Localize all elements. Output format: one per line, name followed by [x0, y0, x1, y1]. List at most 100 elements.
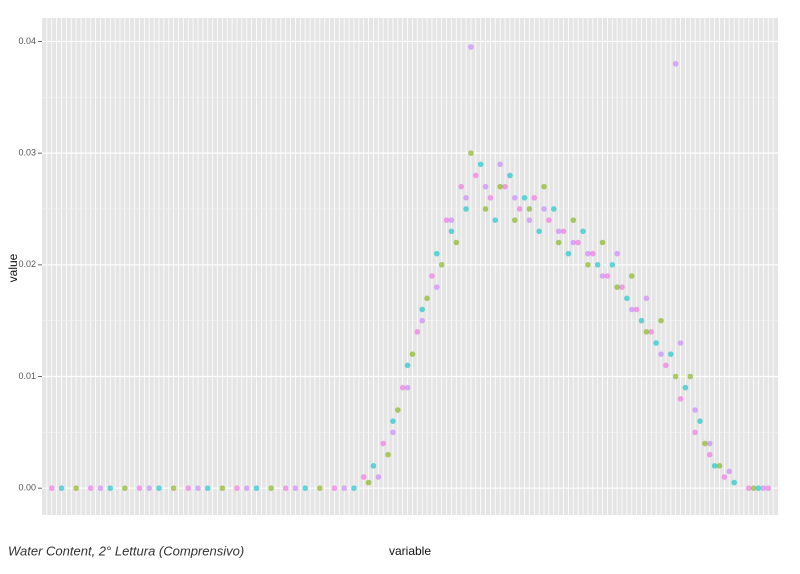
point [253, 485, 260, 491]
point [692, 407, 698, 413]
point [599, 239, 606, 246]
point [122, 485, 128, 491]
point [302, 485, 309, 491]
point [541, 206, 547, 212]
point [648, 329, 655, 335]
point [624, 295, 630, 302]
point [731, 479, 737, 486]
point [555, 239, 562, 246]
point [414, 329, 421, 335]
point [370, 463, 377, 469]
point [497, 183, 503, 190]
point [73, 485, 79, 491]
y-tick-label: 0.00 [18, 483, 36, 493]
points [48, 44, 772, 491]
point [375, 474, 382, 480]
x-axis-title: variable [389, 544, 431, 558]
point [575, 239, 581, 246]
point [760, 485, 767, 491]
point [404, 362, 411, 369]
point [555, 228, 562, 235]
point [419, 306, 425, 313]
point [570, 217, 577, 223]
point [604, 273, 611, 279]
point [48, 485, 55, 491]
point [385, 451, 391, 458]
point [672, 60, 679, 67]
point [750, 485, 757, 491]
point [107, 485, 114, 491]
point [638, 317, 645, 324]
point [589, 250, 596, 257]
point [521, 195, 528, 201]
point [570, 239, 577, 246]
point [628, 306, 635, 313]
point [482, 183, 489, 190]
plot-panel [42, 18, 778, 515]
point [619, 284, 625, 290]
point [511, 217, 518, 223]
point [473, 172, 479, 179]
point [643, 295, 650, 302]
point [536, 228, 542, 235]
point [755, 485, 762, 491]
grid [42, 18, 778, 515]
point [399, 384, 406, 391]
point [663, 362, 669, 369]
point [243, 485, 250, 491]
point [156, 485, 162, 491]
y-tick-label: 0.01 [18, 371, 36, 381]
point [599, 273, 606, 279]
point [204, 485, 211, 491]
point [146, 485, 153, 491]
point [667, 351, 674, 357]
point [614, 250, 620, 257]
y-axis-title: value [6, 253, 20, 282]
point [492, 217, 499, 223]
point [477, 161, 484, 168]
point [429, 273, 435, 279]
point [711, 463, 718, 469]
point [565, 250, 572, 257]
point [672, 373, 679, 380]
point [195, 485, 201, 491]
point [745, 485, 752, 491]
point [219, 485, 226, 491]
point [282, 485, 289, 491]
point [185, 485, 192, 491]
point [531, 195, 538, 201]
point [487, 195, 494, 201]
point [409, 351, 416, 357]
point [726, 468, 733, 475]
point [360, 474, 367, 480]
point [448, 217, 455, 223]
point [317, 485, 323, 491]
y-tick-label: 0.03 [18, 148, 36, 158]
point [585, 262, 591, 268]
point [468, 150, 474, 156]
point [341, 485, 347, 491]
point [594, 262, 601, 268]
point [463, 206, 469, 212]
point [463, 195, 469, 201]
point [692, 429, 698, 436]
point [453, 239, 460, 246]
point [516, 206, 523, 212]
point [351, 485, 357, 491]
point [434, 250, 440, 257]
point [390, 429, 396, 436]
point [658, 351, 664, 357]
point [628, 273, 635, 279]
point [482, 206, 489, 212]
y-tick-label: 0.02 [18, 259, 36, 269]
point [292, 485, 299, 491]
point [677, 396, 684, 402]
point [550, 206, 557, 212]
point [390, 418, 396, 424]
point [404, 384, 411, 391]
point [633, 306, 640, 313]
point [677, 340, 684, 346]
point [438, 262, 445, 268]
point [365, 479, 372, 486]
